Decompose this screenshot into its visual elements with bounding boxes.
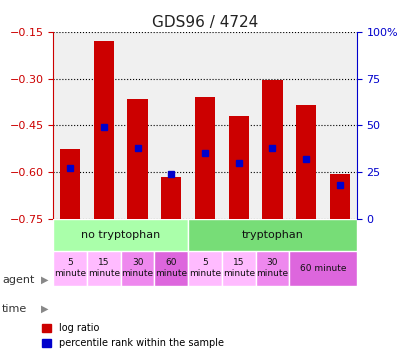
Text: no tryptophan: no tryptophan bbox=[81, 230, 160, 240]
Bar bbox=[262, 80, 282, 218]
Bar bbox=[188, 218, 356, 251]
Bar bbox=[228, 116, 248, 218]
Text: tryptophan: tryptophan bbox=[241, 230, 303, 240]
Bar bbox=[87, 251, 120, 286]
Bar bbox=[154, 251, 188, 286]
Bar bbox=[289, 251, 356, 286]
Bar bbox=[194, 97, 215, 218]
Bar bbox=[53, 218, 188, 251]
Bar bbox=[295, 105, 315, 218]
Text: ▶: ▶ bbox=[41, 304, 48, 314]
Text: 5
minute: 5 minute bbox=[189, 258, 220, 278]
Text: 5
minute: 5 minute bbox=[54, 258, 86, 278]
Bar bbox=[255, 251, 289, 286]
Title: GDS96 / 4724: GDS96 / 4724 bbox=[151, 15, 258, 30]
Text: 60 minute: 60 minute bbox=[299, 263, 345, 273]
Text: 30
minute: 30 minute bbox=[121, 258, 153, 278]
Bar bbox=[127, 99, 147, 218]
Bar bbox=[53, 251, 87, 286]
Bar bbox=[221, 251, 255, 286]
Bar bbox=[188, 251, 221, 286]
Bar bbox=[94, 41, 114, 218]
Text: 15
minute: 15 minute bbox=[222, 258, 254, 278]
Text: ▶: ▶ bbox=[41, 275, 48, 285]
Legend: log ratio, percentile rank within the sample: log ratio, percentile rank within the sa… bbox=[38, 320, 227, 352]
Text: 60
minute: 60 minute bbox=[155, 258, 187, 278]
Bar bbox=[329, 174, 349, 218]
Bar bbox=[60, 149, 80, 218]
Text: 15
minute: 15 minute bbox=[88, 258, 120, 278]
Bar bbox=[161, 177, 181, 218]
Text: time: time bbox=[2, 304, 27, 314]
Bar bbox=[120, 251, 154, 286]
Text: agent: agent bbox=[2, 275, 34, 285]
Text: 30
minute: 30 minute bbox=[256, 258, 288, 278]
